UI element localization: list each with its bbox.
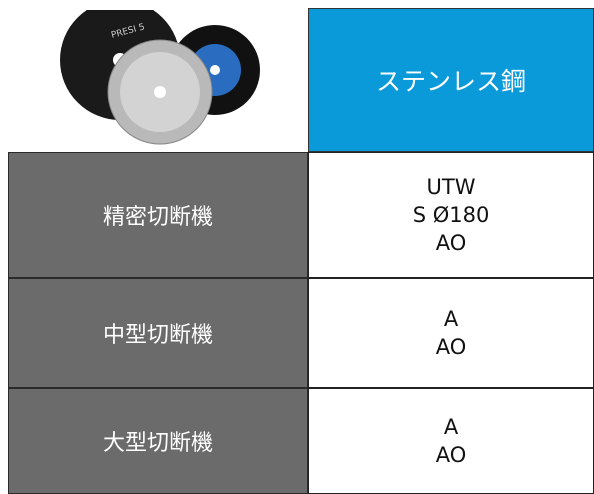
disc-hole [154, 86, 166, 98]
header-title: ステンレス鋼 [375, 67, 526, 96]
machine-label: 中型切断機 [102, 323, 213, 348]
header-cell: ステンレス鋼 [308, 8, 594, 152]
blade-label: AO [435, 335, 467, 359]
blade-label: A [443, 307, 459, 331]
blade-cell: A AO [308, 388, 594, 494]
blade-label: S Ø180 [412, 203, 490, 227]
blade-label: UTW [426, 175, 476, 199]
disc-hole [210, 65, 220, 75]
blade-label: AO [435, 443, 467, 467]
blade-cell: UTW S Ø180 AO [308, 152, 594, 278]
blade-cell: A AO [308, 278, 594, 388]
machine-cell: 中型切断機 [8, 278, 308, 388]
disc-image: PRESI 5 [60, 10, 260, 145]
machine-cell: 大型切断機 [8, 388, 308, 494]
machine-label: 大型切断機 [102, 431, 213, 456]
machine-label: 精密切断機 [102, 205, 213, 230]
blade-label: AO [435, 231, 467, 255]
machine-cell: 精密切断機 [8, 152, 308, 278]
blade-label: A [443, 415, 459, 439]
